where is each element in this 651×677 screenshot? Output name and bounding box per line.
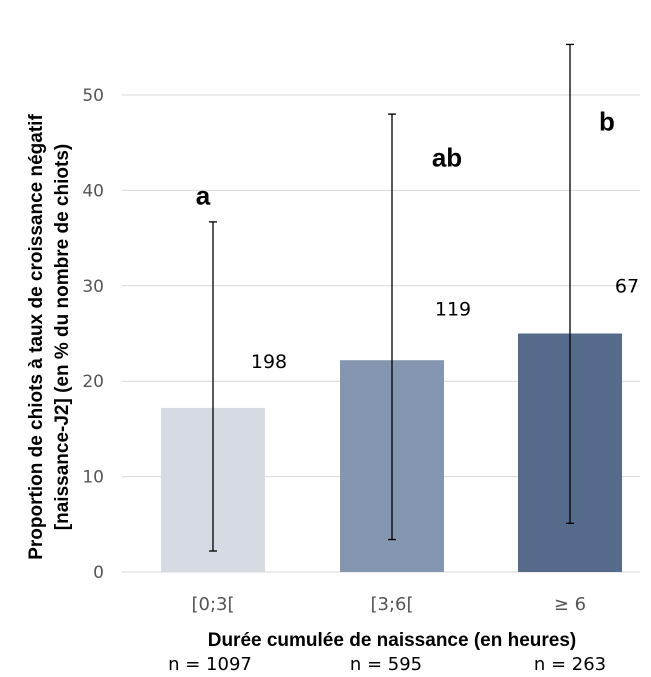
y-tick-label: 10 (82, 468, 104, 488)
count-label: 67 (615, 275, 639, 297)
annotations: [0;3[ a 198 n = 1097 [3;6[ ab 119 n = 595 ≥ 6 b 67… (168, 106, 639, 675)
significance-letter: ab (432, 143, 462, 173)
y-tick-label: 30 (82, 277, 104, 297)
error-bars (209, 43, 574, 552)
x-tick-label: [3;6[ (370, 594, 413, 615)
y-tick-label: 20 (82, 372, 104, 392)
y-axis-title-line2: [naissance-J2] (en % du nombre de chiots… (52, 144, 73, 530)
y-axis-title-line1: Proportion de chiots à taux de croissanc… (26, 114, 47, 560)
n-label: n = 1097 (168, 654, 252, 675)
y-tick-label: 50 (82, 86, 104, 106)
x-tick-label: [0;3[ (191, 594, 234, 615)
n-label: n = 263 (534, 654, 606, 675)
significance-letter: a (196, 181, 211, 211)
y-tick-label: 0 (93, 563, 104, 583)
y-axis-ticks: 0 10 20 30 40 50 (82, 86, 104, 583)
x-tick-label: ≥ 6 (554, 594, 586, 615)
n-label: n = 595 (350, 654, 422, 675)
significance-letter: b (599, 106, 615, 136)
count-label: 119 (435, 298, 471, 320)
y-tick-label: 40 (82, 181, 104, 201)
count-label: 198 (251, 351, 287, 373)
x-axis-title: Durée cumulée de naissance (en heures) (208, 630, 577, 651)
